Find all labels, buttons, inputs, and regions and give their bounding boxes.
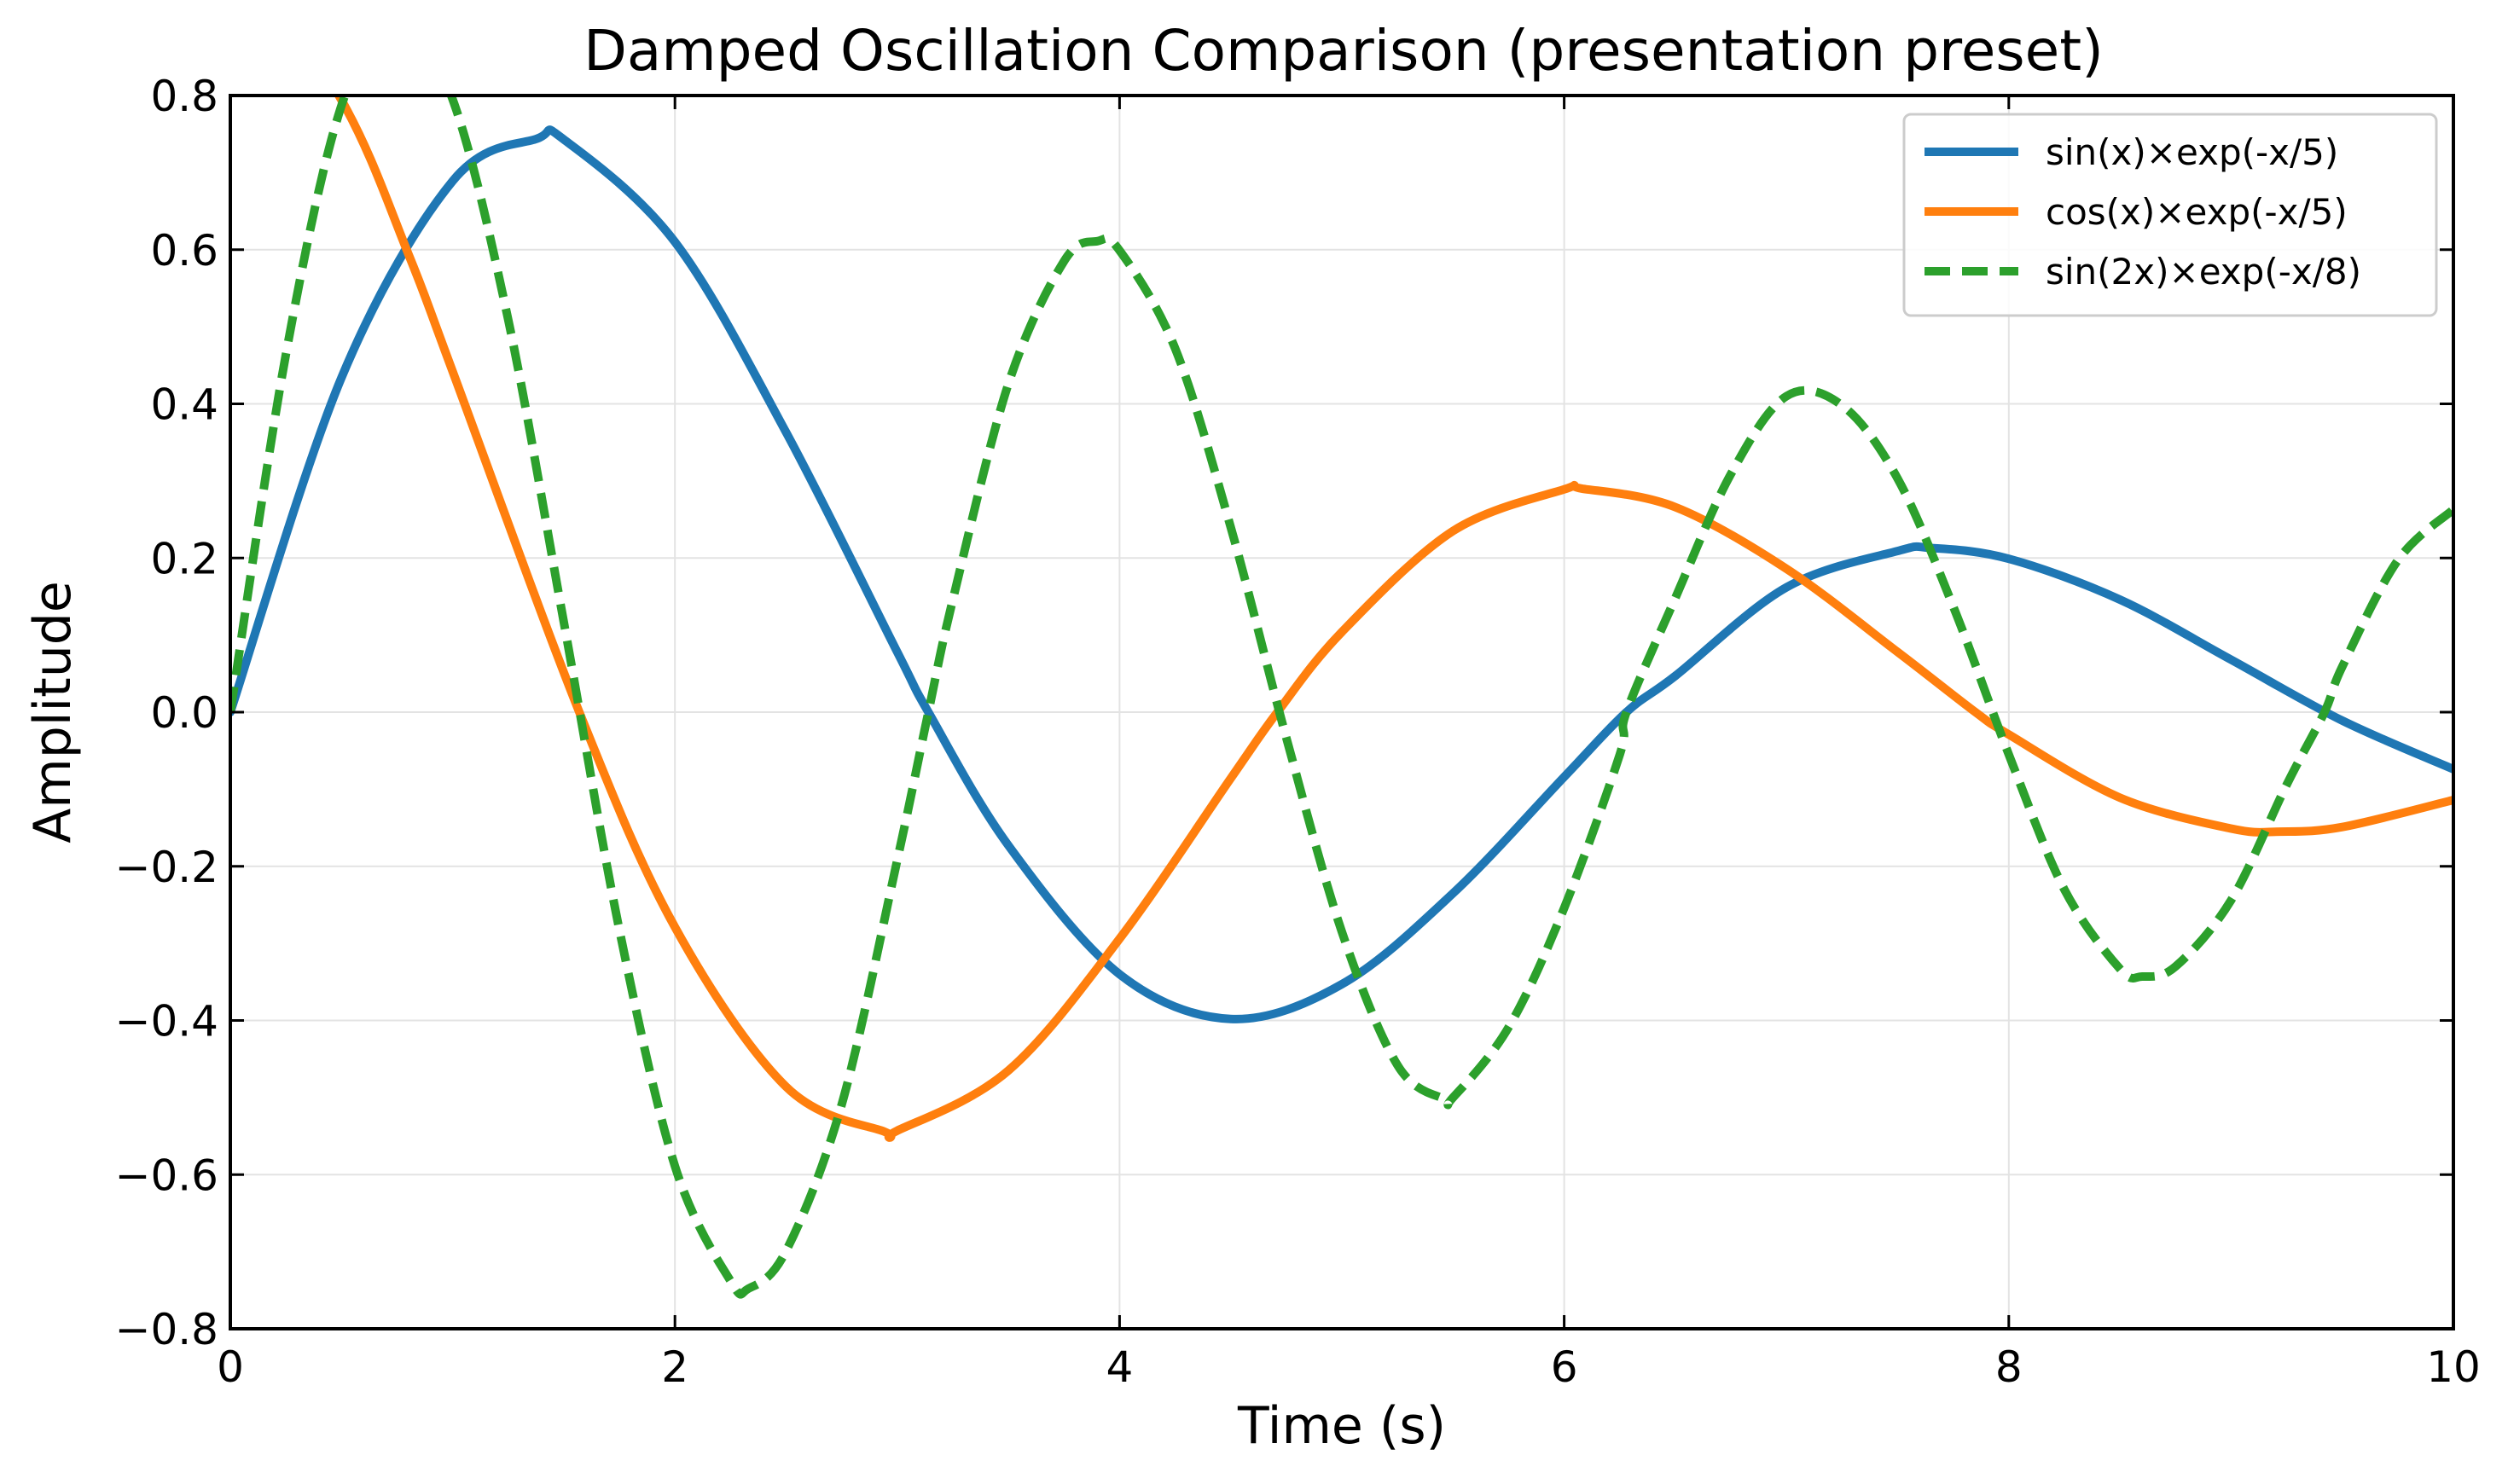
chart-title: Damped Oscillation Comparison (presentat… bbox=[583, 18, 2104, 84]
y-tick-label: 0.4 bbox=[150, 380, 218, 430]
y-tick-label: 0.2 bbox=[150, 534, 218, 583]
y-axis-label: Amplitude bbox=[23, 581, 83, 843]
x-tick-label: 0 bbox=[217, 1342, 244, 1392]
y-tick-label: 0.8 bbox=[150, 72, 218, 121]
legend-label-2: cos(x)×exp(-x/5) bbox=[2046, 191, 2348, 233]
x-tick-label: 10 bbox=[2426, 1342, 2481, 1392]
x-tick-label: 2 bbox=[661, 1342, 688, 1392]
ticks: 0 2 4 6 8 10 −0.8 −0.6 −0.4 −0.2 0.0 0.2 0.4 0.6 0.8 bbox=[115, 72, 2481, 1392]
x-tick-label: 4 bbox=[1106, 1342, 1133, 1392]
x-axis-label: Time (s) bbox=[1237, 1396, 1446, 1456]
y-tick-label: 0.0 bbox=[150, 688, 218, 738]
y-tick-label: −0.4 bbox=[115, 997, 218, 1046]
y-tick-label: 0.6 bbox=[150, 226, 218, 275]
series-layer bbox=[230, 96, 2453, 1299]
y-tick-label: −0.2 bbox=[115, 843, 218, 892]
y-tick-label: −0.8 bbox=[115, 1305, 218, 1354]
x-tick-label: 6 bbox=[1551, 1342, 1578, 1392]
legend: sin(x)×exp(-x/5) cos(x)×exp(-x/5) sin(2x)×… bbox=[1902, 113, 2438, 317]
legend-box bbox=[1902, 113, 2438, 317]
series-line-3 bbox=[230, 96, 2453, 1299]
series-line-2 bbox=[334, 96, 2453, 1142]
legend-label-3: sin(2x)×exp(-x/8) bbox=[2046, 251, 2361, 293]
plot-frame bbox=[229, 94, 2455, 1330]
y-tick-label: −0.6 bbox=[115, 1151, 218, 1200]
x-tick-label: 8 bbox=[1995, 1342, 2023, 1392]
legend-label-1: sin(x)×exp(-x/5) bbox=[2046, 131, 2338, 173]
series-line-1 bbox=[230, 125, 2453, 1023]
